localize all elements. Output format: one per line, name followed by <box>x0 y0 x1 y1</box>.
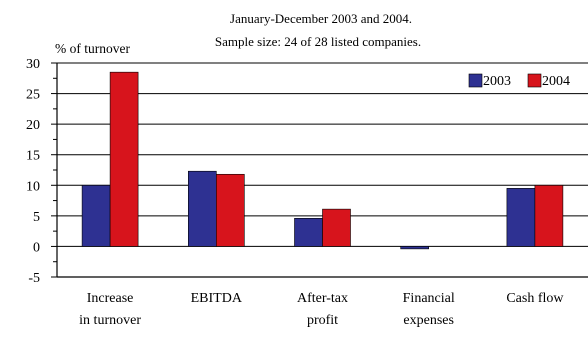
x-category-label: Financial <box>403 291 455 306</box>
x-category-labels: Increase in turnover EBITDA After-tax profit… <box>79 291 564 328</box>
bar-2004-1 <box>216 173 245 247</box>
legend-swatch-2003 <box>468 73 483 88</box>
y-axis-label: % of turnover <box>55 41 130 56</box>
x-category-label: Increase <box>87 291 134 306</box>
bar-2003-4 <box>506 188 536 247</box>
x-category-label: profit <box>307 313 338 328</box>
bar-2003-1 <box>188 170 217 247</box>
y-tick-label: 0 <box>33 240 40 255</box>
y-tick-label: -5 <box>28 271 40 286</box>
bar-2004-2 <box>322 208 351 247</box>
bar-2003-2 <box>294 218 323 247</box>
x-category-label: Cash flow <box>506 291 564 306</box>
x-category-label: expenses <box>403 313 454 328</box>
chart-subtitle-line-2: Sample size: 24 of 28 listed companies. <box>215 34 421 49</box>
y-tick-label: 15 <box>26 149 40 164</box>
axes <box>51 62 588 278</box>
bar-2004-0 <box>109 71 139 247</box>
legend-label-2004: 2004 <box>542 74 570 89</box>
bars <box>81 71 564 250</box>
y-tick-label: 25 <box>26 88 40 103</box>
y-tick-label: 10 <box>26 179 40 194</box>
x-category-label: EBITDA <box>191 291 243 306</box>
chart-subtitle-line-1: January-December 2003 and 2004. <box>230 11 412 26</box>
legend-swatch-2004 <box>527 73 542 88</box>
bar-2004-4 <box>534 184 564 247</box>
bar-2003-0 <box>81 184 111 247</box>
x-category-label: in turnover <box>79 313 141 328</box>
x-category-label: After-tax <box>297 291 348 306</box>
y-tick-label: 20 <box>26 118 40 133</box>
bar-2003-3 <box>400 246 430 250</box>
y-tick-labels: 30 25 20 15 10 5 0 -5 <box>26 57 40 286</box>
y-tick-label: 5 <box>33 210 40 225</box>
legend: 2003 2004 <box>468 73 570 89</box>
y-tick-label: 30 <box>26 57 40 72</box>
legend-label-2003: 2003 <box>483 74 511 89</box>
